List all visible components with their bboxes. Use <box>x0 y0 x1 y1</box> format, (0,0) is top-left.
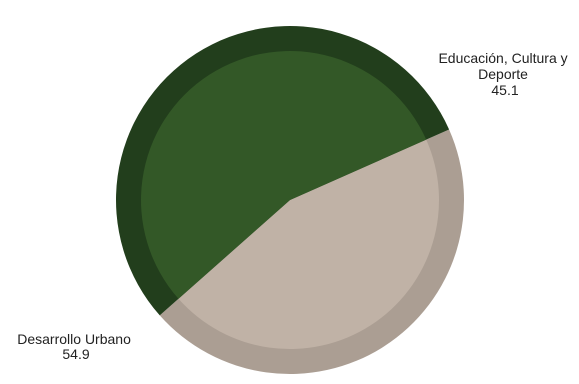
slice-label-desarrollo: Desarrollo Urbano 54.9 <box>17 331 135 362</box>
slice-value-desarrollo: 54.9 <box>62 346 89 362</box>
pie-slice-1-inner <box>141 51 427 299</box>
pie-slice-0-inner <box>178 139 440 350</box>
slice-value-educacion: 45.1 <box>491 82 518 98</box>
slice-label-desarrollo-line-1: Desarrollo Urbano <box>17 331 131 347</box>
slice-label-educacion-line-1: Educación, Cultura y <box>438 50 567 66</box>
pie-slices <box>116 26 465 375</box>
slice-label-educacion-line-2: Deporte <box>478 66 528 82</box>
slice-label-educacion: Educación, Cultura y Deporte 45.1 <box>438 50 571 98</box>
